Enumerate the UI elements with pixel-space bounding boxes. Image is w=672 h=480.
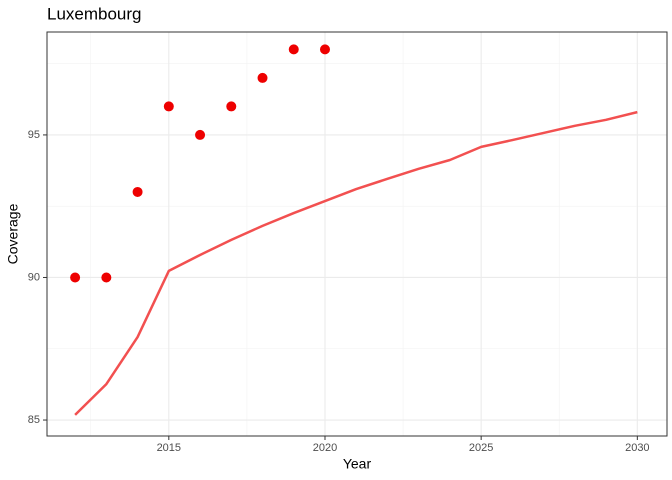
y-tick-label: 95 [28,129,40,141]
y-axis-title: Coverage [5,203,21,264]
data-point [288,44,299,55]
grid [47,32,667,436]
trend-line [74,110,638,416]
x-tick-label: 2020 [313,442,337,454]
x-tick-label: 2025 [469,442,493,454]
x-tick-label: 2015 [157,442,181,454]
data-point [163,101,174,112]
chart-title: Luxembourg [47,4,142,23]
data-point [101,272,112,283]
x-axis-title: Year [343,456,372,472]
data-point [70,272,81,283]
y-tick-label: 90 [28,271,40,283]
data-point [226,101,237,112]
data-point [257,72,268,83]
marks [70,44,638,416]
data-point [319,44,330,55]
data-point [132,186,143,197]
x-tick-label: 2030 [625,442,649,454]
ticks: 2015 2020 2025 2030 85 90 95 [28,129,650,454]
data-point [195,129,206,140]
panel-border [46,31,668,437]
y-tick-label: 85 [28,414,40,426]
